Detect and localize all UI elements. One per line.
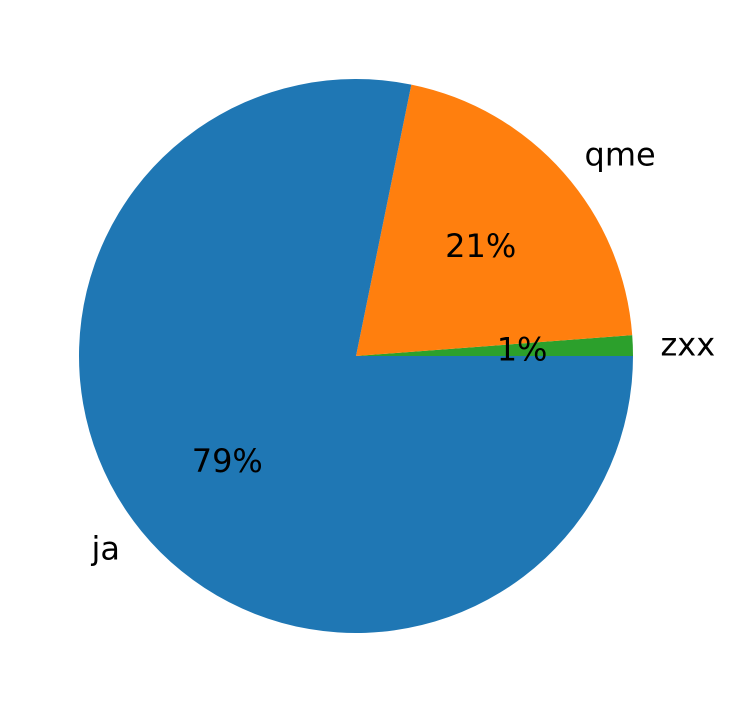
percent-label-ja: 79% <box>192 442 263 480</box>
pie-labels: zxx 1% qme 21% ja 79% <box>91 135 716 567</box>
percent-label-zxx: 1% <box>497 331 548 369</box>
category-label-zxx: zxx <box>660 326 715 364</box>
pie-slice-qme <box>356 84 633 357</box>
pie-slices <box>78 78 633 633</box>
percent-label-qme: 21% <box>445 227 516 265</box>
category-label-ja: ja <box>91 530 121 568</box>
pie-slice-ja <box>78 78 633 633</box>
pie-slice-zxx <box>356 335 633 356</box>
category-label-qme: qme <box>585 135 656 173</box>
